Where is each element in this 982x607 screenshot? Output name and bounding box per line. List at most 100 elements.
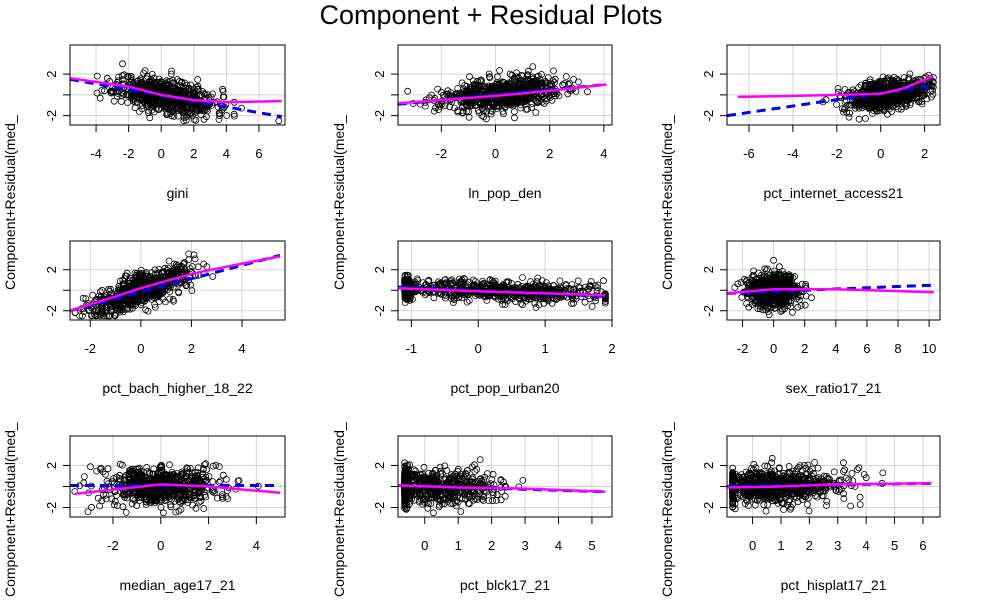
data-point [164, 84, 172, 92]
data-point [150, 79, 158, 87]
data-point [459, 107, 467, 115]
y-tick-label: -2 [372, 110, 387, 122]
data-point [456, 89, 464, 97]
data-point [884, 83, 892, 91]
data-point [541, 95, 549, 102]
data-point [156, 99, 164, 107]
data-point [190, 116, 198, 123]
data-point [170, 297, 178, 305]
data-point [167, 70, 175, 78]
data-point [146, 276, 153, 284]
data-point [200, 115, 208, 123]
x-tick-label: 0 [770, 341, 777, 356]
data-point [451, 104, 459, 112]
data-point [562, 73, 570, 80]
data-point [886, 95, 894, 103]
data-point [165, 86, 173, 93]
data-point [921, 91, 928, 99]
data-point [215, 116, 223, 123]
data-point [889, 102, 897, 110]
data-point [166, 461, 173, 469]
data-point [866, 76, 874, 84]
data-point [193, 83, 200, 91]
data-points [71, 250, 217, 320]
data-point [170, 260, 178, 268]
data-point [535, 72, 542, 80]
data-point [96, 94, 104, 102]
x-tick-label: 2 [608, 341, 615, 356]
data-point [930, 78, 937, 86]
data-point [143, 273, 151, 280]
data-point [159, 509, 167, 517]
data-point [103, 312, 110, 320]
data-point [533, 82, 540, 90]
data-point [497, 99, 504, 107]
data-point [524, 67, 532, 75]
data-point [789, 308, 796, 316]
data-point [98, 309, 106, 317]
data-point [180, 258, 188, 266]
data-point [461, 82, 469, 89]
data-point [194, 76, 202, 83]
data-point [529, 63, 537, 70]
x-axis-label: pct_pop_urban20 [451, 380, 560, 396]
data-point [148, 269, 156, 277]
data-point [188, 287, 196, 295]
data-point [109, 298, 117, 306]
smooth-line [69, 255, 281, 312]
data-point [861, 103, 869, 110]
data-point [905, 74, 913, 82]
data-point [177, 266, 185, 274]
plot-frame [69, 240, 286, 321]
data-point [482, 115, 490, 123]
x-tick-label: -1 [406, 341, 418, 356]
data-point [508, 71, 516, 79]
data-point [202, 106, 210, 113]
data-point [507, 99, 515, 107]
data-point [531, 97, 539, 104]
data-point [527, 79, 534, 87]
data-point [504, 80, 512, 88]
x-axis-label: pct_internet_access21 [763, 185, 903, 201]
data-point [181, 89, 189, 97]
data-point [84, 508, 92, 516]
data-point [559, 81, 567, 89]
data-point [122, 509, 130, 516]
data-point [511, 108, 518, 115]
data-point [87, 463, 94, 471]
data-point [880, 107, 888, 115]
data-point [916, 98, 923, 105]
data-point [901, 94, 908, 102]
data-point [926, 81, 934, 89]
y-tick-label: 2 [44, 266, 59, 273]
y-tick-label: 2 [372, 70, 387, 77]
data-point [499, 108, 507, 115]
data-point [478, 112, 486, 119]
data-point [139, 272, 147, 280]
data-point [165, 257, 173, 265]
data-point [900, 74, 908, 81]
data-point [114, 90, 122, 97]
data-point [185, 250, 193, 258]
data-point [474, 106, 482, 114]
data-point [166, 284, 174, 291]
data-point [845, 113, 853, 121]
data-point [535, 81, 543, 89]
data-point [534, 274, 542, 282]
y-tick-label: 2 [372, 266, 387, 273]
data-point [142, 306, 150, 314]
data-point [98, 286, 106, 294]
x-tick-label: 4 [600, 146, 607, 161]
data-point [155, 75, 163, 83]
data-point [550, 67, 557, 75]
data-point [174, 88, 181, 95]
data-point [130, 97, 137, 105]
data-point [200, 260, 208, 268]
data-point [230, 112, 238, 120]
data-point [166, 288, 174, 296]
x-tick-label: 0 [877, 146, 884, 161]
smooth-line [397, 83, 607, 105]
